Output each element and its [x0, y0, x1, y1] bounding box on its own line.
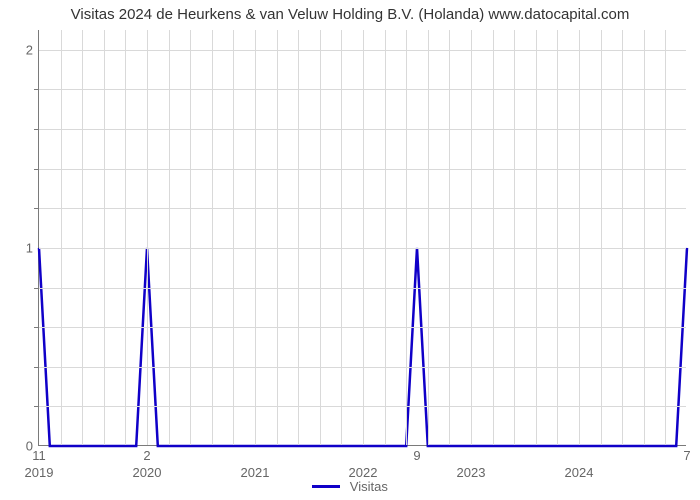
gridline-v	[579, 30, 580, 445]
gridline-v	[363, 30, 364, 445]
chart-container: Visitas 2024 de Heurkens & van Veluw Hol…	[0, 0, 700, 500]
point-label: 7	[683, 448, 690, 463]
gridline-v	[471, 30, 472, 445]
x-tick-label: 2022	[349, 445, 378, 480]
gridline-v-minor	[277, 30, 278, 445]
y-tick-minor	[34, 89, 39, 90]
legend: Visitas	[0, 478, 700, 494]
gridline-v-minor	[428, 30, 429, 445]
gridline-v-minor	[536, 30, 537, 445]
gridline-v-minor	[82, 30, 83, 445]
point-label: 9	[413, 448, 420, 463]
gridline-v-minor	[61, 30, 62, 445]
gridline-v-minor	[665, 30, 666, 445]
y-tick-minor	[34, 288, 39, 289]
gridline-v	[147, 30, 148, 445]
gridline-v-minor	[104, 30, 105, 445]
x-tick-label: 2024	[565, 445, 594, 480]
x-tick-label: 2023	[457, 445, 486, 480]
chart-title: Visitas 2024 de Heurkens & van Veluw Hol…	[0, 6, 700, 23]
y-tick-minor	[34, 208, 39, 209]
gridline-v-minor	[341, 30, 342, 445]
plot-area: 01220192020202120222023202411297	[38, 30, 686, 446]
y-tick-label: 1	[26, 240, 39, 255]
gridline-v	[255, 30, 256, 445]
gridline-v-minor	[190, 30, 191, 445]
gridline-v-minor	[298, 30, 299, 445]
y-tick-minor	[34, 406, 39, 407]
gridline-v-minor	[385, 30, 386, 445]
legend-swatch	[312, 485, 340, 488]
gridline-v-minor	[622, 30, 623, 445]
y-tick-minor	[34, 169, 39, 170]
gridline-v-minor	[212, 30, 213, 445]
y-tick-minor	[34, 129, 39, 130]
gridline-v-minor	[406, 30, 407, 445]
legend-label: Visitas	[350, 479, 388, 494]
gridline-v-minor	[644, 30, 645, 445]
gridline-v-minor	[320, 30, 321, 445]
point-label: 2	[143, 448, 150, 463]
y-tick-minor	[34, 367, 39, 368]
y-tick-minor	[34, 327, 39, 328]
gridline-v-minor	[493, 30, 494, 445]
gridline-v-minor	[125, 30, 126, 445]
y-tick-label: 2	[26, 42, 39, 57]
gridline-v-minor	[449, 30, 450, 445]
gridline-v-minor	[233, 30, 234, 445]
point-label: 11	[32, 448, 46, 463]
gridline-v-minor	[514, 30, 515, 445]
x-tick-label: 2021	[241, 445, 270, 480]
gridline-v-minor	[557, 30, 558, 445]
gridline-v-minor	[601, 30, 602, 445]
gridline-v-minor	[169, 30, 170, 445]
